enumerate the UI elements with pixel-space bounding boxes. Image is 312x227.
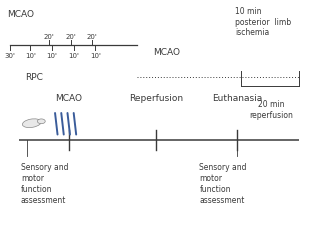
Text: 20': 20' [43, 34, 54, 39]
Text: Euthanasia: Euthanasia [212, 93, 262, 102]
Text: 30': 30' [5, 53, 16, 59]
Text: MCAO: MCAO [7, 10, 34, 19]
Text: MCAO: MCAO [56, 93, 83, 102]
Text: 10': 10' [25, 53, 36, 59]
Text: 10 min
posterior  limb
ischemia: 10 min posterior limb ischemia [235, 7, 291, 37]
Text: MCAO: MCAO [154, 48, 180, 57]
Text: Reperfusion: Reperfusion [129, 93, 183, 102]
Text: Sensory and
motor
function
assessment: Sensory and motor function assessment [199, 162, 247, 204]
Text: 10': 10' [90, 53, 101, 59]
Text: 20 min
reperfusion: 20 min reperfusion [249, 100, 293, 119]
Ellipse shape [22, 119, 41, 128]
Text: 10': 10' [68, 53, 79, 59]
Text: 10': 10' [46, 53, 57, 59]
Text: 20': 20' [65, 34, 76, 39]
Text: 20': 20' [87, 34, 98, 39]
Ellipse shape [37, 119, 45, 124]
Text: Sensory and
motor
function
assessment: Sensory and motor function assessment [21, 162, 68, 204]
Text: RPC: RPC [26, 73, 43, 82]
